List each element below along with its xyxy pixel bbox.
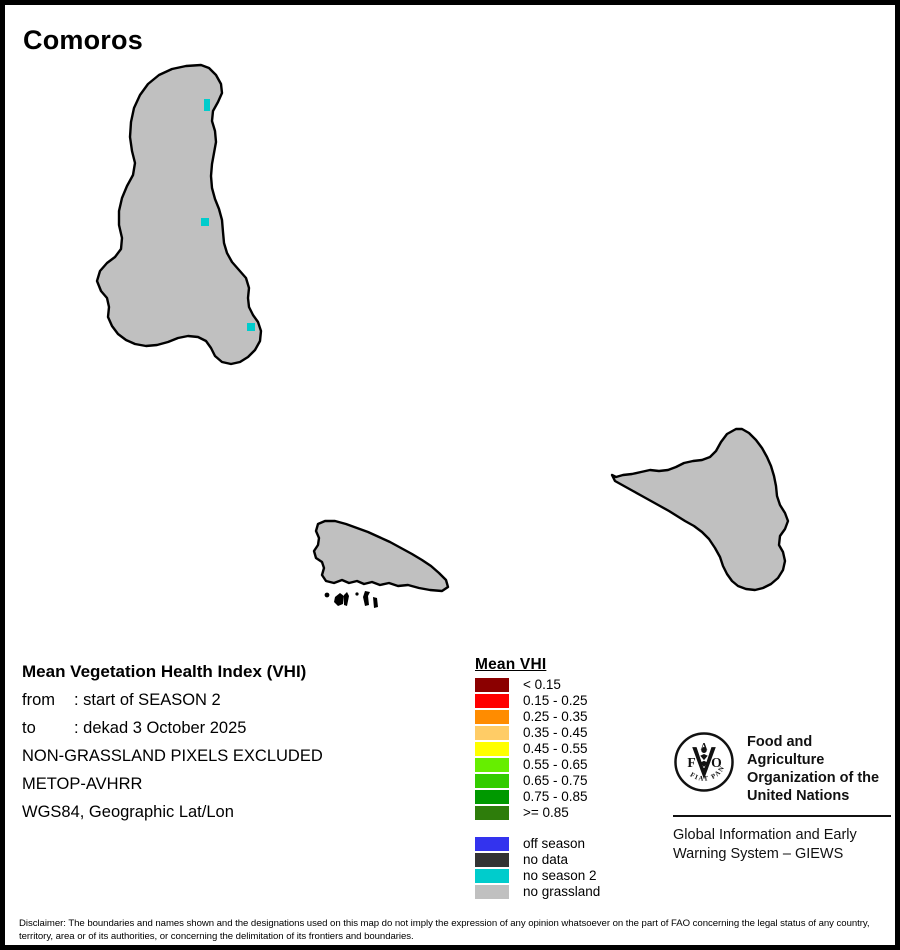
legend-row-class-2: 0.25 - 0.35 [475,709,665,725]
fao-unit-line-1: Global Information and Early [673,827,857,843]
legend-row-class-3: 0.35 - 0.45 [475,725,665,741]
fao-org-line-1: Food and Agriculture [747,734,825,768]
legend-label: no grassland [523,884,601,899]
legend-label: 0.25 - 0.35 [523,709,588,724]
legend-swatch [475,774,509,788]
island-anjouan [610,427,790,592]
legend-row-class-0: < 0.15 [475,677,665,693]
legend-swatch [475,758,509,772]
info-to-row: to : dekad 3 October 2025 [22,714,462,742]
legend-row-special-0: off season [475,836,665,852]
island-grande-comore [95,63,263,366]
info-to-value: : dekad 3 October 2025 [74,719,247,737]
fao-branding: F O A FIAT PANIS Food and Agriculture Or… [673,731,893,864]
legend-swatch [475,678,509,692]
legend-label: 0.15 - 0.25 [523,693,588,708]
legend-row-class-4: 0.45 - 0.55 [475,741,665,757]
legend-row-class-7: 0.75 - 0.85 [475,789,665,805]
legend-swatch [475,726,509,740]
svg-text:F: F [687,755,695,770]
info-projection: WGS84, Geographic Lat/Lon [22,803,234,821]
map-info-block: Mean Vegetation Health Index (VHI) from:… [22,658,462,826]
legend-row-class-8: >= 0.85 [475,805,665,821]
legend-swatch [475,853,509,867]
legend-label: 0.75 - 0.85 [523,789,588,804]
disclaimer-divider [10,945,900,950]
legend-swatch [475,885,509,899]
info-sensor: METOP-AVHRR [22,775,143,793]
legend-swatch [475,790,509,804]
info-exclusion: NON-GRASSLAND PIXELS EXCLUDED [22,747,323,765]
legend-label: >= 0.85 [523,805,569,820]
legend-label: 0.65 - 0.75 [523,773,588,788]
no-season2-pixel [201,218,209,226]
legend-label: 0.35 - 0.45 [523,725,588,740]
info-from-row: from : start of SEASON 2 [22,686,462,714]
legend-label: 0.55 - 0.65 [523,757,588,772]
fao-logo-icon: F O A FIAT PANIS [673,731,734,792]
legend-row-special-1: no data [475,852,665,868]
fao-org-line-3: United Nations [747,788,850,804]
island-moheli [312,519,450,593]
fao-unit-name: Global Information and Early Warning Sys… [673,826,893,864]
no-season2-pixel [247,323,255,331]
svg-text:A: A [701,743,708,753]
fao-divider [673,815,891,817]
legend-swatch [475,837,509,851]
disclaimer-text: Disclaimer: The boundaries and names sho… [19,918,870,942]
legend-swatch [475,806,509,820]
legend-title: Mean VHI [475,656,547,673]
legend-swatch [475,710,509,724]
legend-label: no data [523,852,569,867]
fao-header: F O A FIAT PANIS Food and Agriculture Or… [673,731,893,805]
legend-row-class-1: 0.15 - 0.25 [475,693,665,709]
legend-swatch [475,694,509,708]
legend-label: no season 2 [523,868,597,883]
map-canvas [95,63,790,608]
no-season2-pixel [204,99,210,111]
svg-text:O: O [711,755,722,770]
info-from-value: : start of SEASON 2 [74,691,221,709]
fao-organization-name: Food and Agriculture Organization of the… [747,731,893,805]
map-legend: Mean VHI < 0.15 0.15 - 0.25 0.25 - 0.35 0.3… [475,656,665,900]
info-heading: Mean Vegetation Health Index (VHI) [22,662,307,681]
info-from-label: from [22,691,55,709]
fao-org-line-2: Organization of the [747,770,880,786]
legend-row-class-5: 0.55 - 0.65 [475,757,665,773]
legend-row-special-3: no grassland [475,884,665,900]
info-to-label: to [22,719,36,737]
legend-swatch [475,742,509,756]
moheli-islets [324,591,378,608]
fao-unit-line-2: Warning System – GIEWS [673,846,844,862]
legend-row-special-2: no season 2 [475,868,665,884]
legend-row-class-6: 0.65 - 0.75 [475,773,665,789]
legend-label: 0.45 - 0.55 [523,741,588,756]
legend-special-list: off season no data no season 2 no grassland [475,836,665,900]
legend-label: < 0.15 [523,677,561,692]
legend-spacer [475,821,665,836]
legend-swatch [475,869,509,883]
legend-label: off season [523,836,586,851]
page-title: Comoros [23,25,143,55]
legend-class-list: < 0.15 0.15 - 0.25 0.25 - 0.35 0.35 - 0.45 0… [475,677,665,821]
